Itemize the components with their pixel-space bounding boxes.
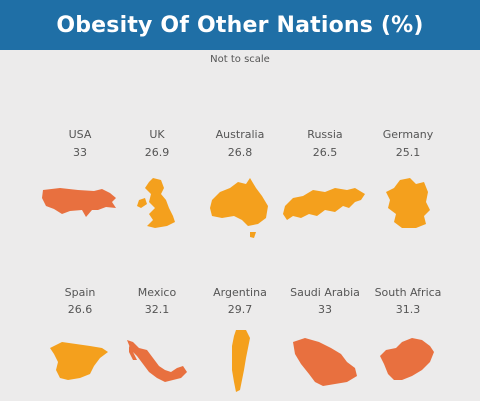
country-cell-germany: Germany 25.1	[383, 128, 434, 228]
country-cell-saudi-arabia: Saudi Arabia 33	[290, 286, 360, 386]
obesity-value: 32.1	[145, 303, 170, 316]
russia-map-icon	[283, 188, 365, 220]
obesity-value: 33	[318, 303, 332, 316]
country-cell-usa: USA 33	[42, 128, 116, 217]
obesity-value: 26.5	[313, 146, 338, 159]
uk-map-icon	[137, 178, 175, 228]
country-cell-spain: Spain 26.6	[50, 286, 108, 380]
country-name: UK	[149, 128, 165, 141]
country-cell-south-africa: South Africa 31.3	[375, 286, 442, 380]
country-cell-russia: Russia 26.5	[283, 128, 365, 220]
country-name: Saudi Arabia	[290, 286, 360, 299]
title-banner: Obesity Of Other Nations (%)	[0, 0, 480, 50]
obesity-value: 33	[73, 146, 87, 159]
country-cell-argentina: Argentina 29.7	[213, 286, 267, 392]
obesity-value: 31.3	[396, 303, 421, 316]
saudi-arabia-map-icon	[293, 338, 357, 386]
argentina-map-icon	[232, 330, 250, 392]
usa-map-icon	[42, 188, 116, 217]
australia-map-icon	[210, 178, 268, 238]
country-name: Spain	[65, 286, 96, 299]
south-africa-map-icon	[380, 338, 434, 380]
scale-note: Not to scale	[210, 54, 270, 65]
obesity-value: 29.7	[228, 303, 253, 316]
spain-map-icon	[50, 342, 108, 380]
country-name: Mexico	[138, 286, 177, 299]
country-name: USA	[69, 128, 92, 141]
country-cell-australia: Australia 26.8	[210, 128, 268, 238]
page-title: Obesity Of Other Nations (%)	[56, 12, 424, 38]
country-name: Russia	[307, 128, 342, 141]
country-name: Australia	[216, 128, 265, 141]
obesity-value: 26.6	[68, 303, 93, 316]
obesity-value: 25.1	[396, 146, 421, 159]
country-cell-uk: UK 26.9	[137, 128, 175, 228]
obesity-value: 26.9	[145, 146, 170, 159]
germany-map-icon	[386, 178, 430, 228]
country-name: Argentina	[213, 286, 267, 299]
obesity-value: 26.8	[228, 146, 253, 159]
country-name: South Africa	[375, 286, 442, 299]
country-name: Germany	[383, 128, 434, 141]
country-cell-mexico: Mexico 32.1	[127, 286, 187, 382]
mexico-map-icon	[127, 340, 187, 382]
